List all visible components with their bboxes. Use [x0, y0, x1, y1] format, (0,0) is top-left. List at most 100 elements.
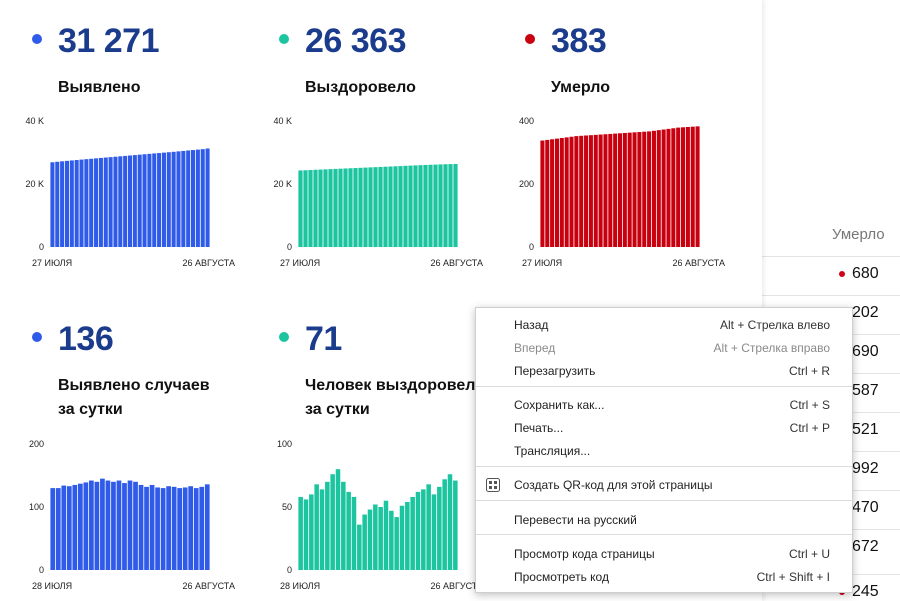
chart-bar: [383, 166, 388, 247]
chart-bar: [166, 486, 171, 570]
y-tick-label: 100: [277, 439, 292, 449]
chart-detected: 0 20 K 40 K 27 ИЮЛЯ 26 АВГУСТА: [20, 115, 240, 275]
background-table-value: 245: [852, 583, 879, 600]
y-tick-label: 0: [287, 565, 292, 575]
chart-bar: [314, 484, 319, 570]
menu-item-label: Перевести на русский: [514, 513, 637, 527]
chart-bar: [608, 133, 613, 247]
chart-bar: [323, 169, 328, 247]
menu-item-label: Трансляция...: [514, 444, 591, 458]
chart-bar: [353, 168, 358, 247]
chart-bar: [593, 134, 598, 247]
chart-bar: [656, 130, 661, 247]
chart-bar: [393, 166, 398, 247]
menu-item-shortcut: Ctrl + Shift + I: [756, 570, 830, 584]
chart-bar: [378, 507, 383, 570]
chart-bar: [453, 163, 458, 247]
chart-bar: [363, 167, 368, 247]
chart-bar: [149, 484, 155, 570]
context-menu: Назад Alt + Стрелка влево Вперед Alt + Стре…: [475, 307, 853, 593]
stat-label-line2: за сутки: [58, 401, 123, 418]
chart-bar: [661, 129, 666, 247]
chart-bar: [622, 132, 627, 247]
chart-bar: [685, 126, 690, 247]
chart-bar: [410, 496, 415, 570]
chart-bar: [564, 137, 569, 247]
menu-item-сохранить-как[interactable]: Сохранить как... Ctrl + S: [476, 394, 852, 416]
chart-bar: [55, 488, 61, 570]
menu-item-вперед[interactable]: Вперед Alt + Стрелка вправо: [476, 337, 852, 359]
chart-bar: [72, 484, 78, 570]
background-table-value: 690: [852, 343, 879, 360]
stat-label: Человек выздоровел за сутки: [305, 374, 475, 422]
x-end-label: 26 АВГУСТА: [182, 258, 235, 268]
chart-bar: [613, 133, 618, 247]
x-end-label: 26 АВГУСТА: [672, 258, 725, 268]
x-end-label: 26 АВГУСТА: [430, 258, 483, 268]
menu-item-shortcut: Alt + Стрелка вправо: [713, 341, 830, 355]
menu-item-просмотреть-код[interactable]: Просмотреть код Ctrl + Shift + I: [476, 566, 852, 588]
chart-bar: [398, 166, 403, 247]
chart-bar: [60, 161, 65, 247]
chart-bar: [378, 166, 383, 247]
chart-bar: [442, 479, 447, 570]
chart-bar: [399, 505, 405, 570]
chart-bar: [394, 517, 399, 570]
chart-bar: [642, 131, 647, 247]
y-tick-label: 200: [29, 439, 44, 449]
x-start-label: 28 ИЮЛЯ: [32, 581, 72, 591]
menu-item-label: Сохранить как...: [514, 398, 605, 412]
chart-bar: [415, 491, 421, 570]
recovered-bullet-icon: [279, 34, 289, 44]
menu-item-перевести-на-русский[interactable]: Перевести на русский: [476, 509, 852, 531]
menu-item-перезагрузить[interactable]: Перезагрузить Ctrl + R: [476, 360, 852, 382]
chart-bar: [308, 170, 313, 247]
chart-bar: [161, 152, 166, 247]
chart-bar: [94, 158, 99, 247]
background-table-value: 672: [852, 538, 879, 555]
chart-bar: [83, 482, 89, 570]
chart-bar: [103, 157, 108, 247]
chart-bar: [690, 126, 695, 247]
stat-value: 31 271: [58, 22, 160, 60]
menu-item-назад[interactable]: Назад Alt + Стрелка влево: [476, 314, 852, 336]
chart-bar: [554, 138, 559, 247]
chart-bar: [617, 133, 623, 247]
chart-bar: [447, 474, 453, 570]
background-table-value: 202: [852, 304, 879, 321]
chart-bar: [182, 487, 188, 570]
chart-bar: [443, 164, 448, 247]
chart-bar: [133, 481, 138, 570]
chart-bar: [433, 164, 438, 247]
menu-item-просмотр-кода-страницы[interactable]: Просмотр кода страницы Ctrl + U: [476, 543, 852, 565]
daily-recovered-bullet-icon: [279, 332, 289, 342]
chart-bar: [127, 480, 133, 570]
chart-bar: [373, 504, 378, 570]
menu-item-создать-qr-код-для-этой-страницы[interactable]: Создать QR-код для этой страницы: [476, 474, 852, 496]
chart-bar: [421, 489, 426, 570]
stat-value: 383: [551, 22, 607, 60]
chart-bar: [681, 127, 686, 247]
chart-recovered: 0 20 K 40 K 27 ИЮЛЯ 26 АВГУСТА: [268, 115, 488, 275]
chart-bar: [338, 168, 343, 247]
menu-item-shortcut: Ctrl + S: [789, 398, 830, 412]
menu-item-трансляция[interactable]: Трансляция...: [476, 440, 852, 462]
chart-bar: [113, 156, 118, 247]
menu-item-печать[interactable]: Печать... Ctrl + P: [476, 417, 852, 439]
chart-bar: [346, 491, 351, 570]
chart-bar: [671, 128, 676, 247]
chart-bar: [574, 136, 579, 247]
menu-item-shortcut: Alt + Стрелка влево: [719, 318, 830, 332]
chart-bar: [98, 157, 103, 247]
background-table-value: 680: [852, 265, 879, 282]
chart-bar: [100, 478, 105, 570]
y-tick-label: 20 K: [25, 179, 44, 189]
chart-bar: [105, 480, 111, 570]
menu-item-label: Назад: [514, 318, 549, 332]
chart-bar: [651, 130, 656, 247]
x-start-label: 28 ИЮЛЯ: [280, 581, 320, 591]
chart-bar: [77, 483, 83, 570]
chart-bar: [298, 496, 303, 570]
menu-item-label: Просмотреть код: [514, 570, 609, 584]
menu-separator: [476, 386, 852, 387]
